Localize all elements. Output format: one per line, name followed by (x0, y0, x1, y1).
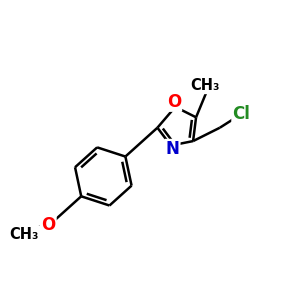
Text: CH₃: CH₃ (190, 78, 220, 93)
Text: CH₃: CH₃ (10, 227, 39, 242)
Text: O: O (41, 216, 56, 234)
Text: N: N (165, 140, 179, 158)
Text: O: O (167, 93, 181, 111)
Text: Cl: Cl (232, 105, 250, 123)
